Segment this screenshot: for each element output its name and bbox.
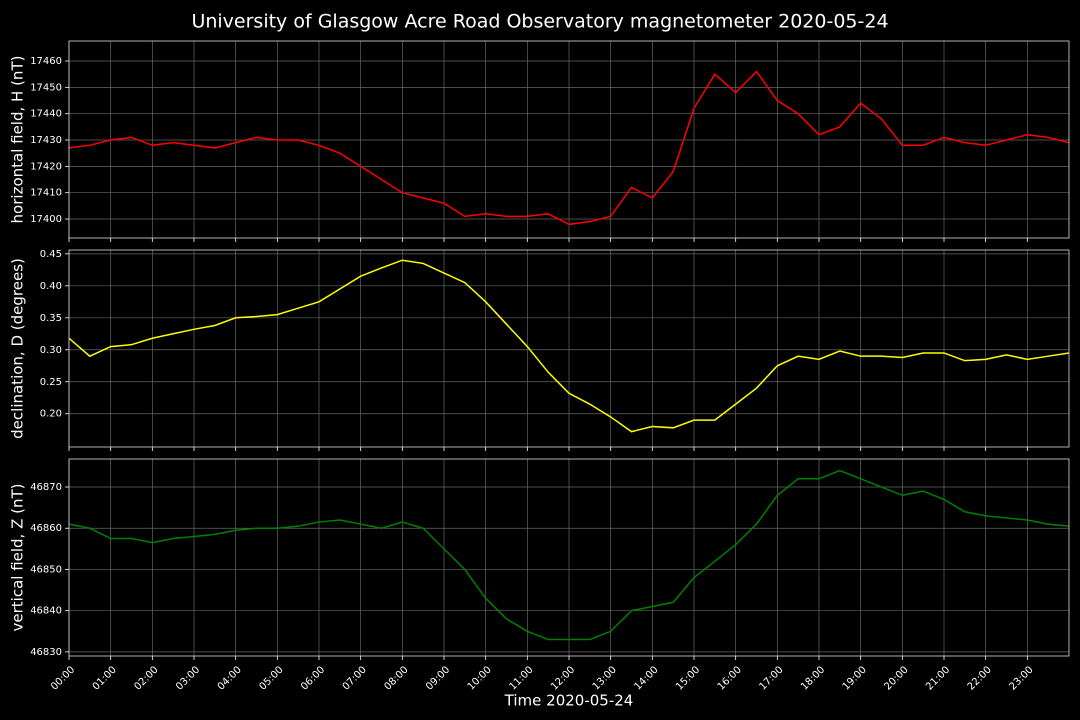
plot-area — [69, 469, 1069, 641]
x-tick-label: 10:00 — [466, 664, 494, 692]
plot-area — [69, 70, 1069, 226]
y-tick-label: 46850 — [30, 564, 62, 575]
x-tick-label: 09:00 — [424, 664, 452, 692]
y-tick-label: 46870 — [30, 482, 62, 493]
y-tick-label: 46840 — [30, 606, 62, 617]
plot-area — [69, 259, 1069, 433]
y-tick-label: 0.45 — [40, 249, 62, 260]
axes-frame — [68, 458, 1070, 657]
x-tick-label: 13:00 — [591, 664, 619, 692]
y-tick-label: 0.20 — [40, 409, 62, 420]
x-tick-label: 01:00 — [91, 664, 119, 692]
x-tick-label: 03:00 — [174, 664, 202, 692]
x-tick-label: 00:00 — [49, 664, 77, 692]
x-tick-label: 06:00 — [299, 664, 327, 692]
y-tick-label: 0.40 — [40, 281, 62, 292]
chart-title: University of Glasgow Acre Road Observat… — [191, 11, 888, 33]
x-axis-label: Time 2020-05-24 — [504, 692, 634, 710]
x-tick-label: 22:00 — [966, 664, 994, 692]
x-tick-label: 12:00 — [549, 664, 577, 692]
data-line — [69, 70, 1069, 226]
x-tick-label: 08:00 — [382, 664, 410, 692]
x-tick-label: 21:00 — [924, 664, 952, 692]
y-tick-label: 17440 — [30, 109, 62, 120]
y-tick-label: 17430 — [30, 135, 62, 146]
x-tick-label: 14:00 — [632, 664, 660, 692]
y-tick-label: 17460 — [30, 56, 62, 67]
y-tick-label: 0.25 — [40, 377, 62, 388]
y-axis-label: horizontal field, H (nT) — [9, 56, 27, 224]
x-tick-label: 23:00 — [1007, 664, 1035, 692]
y-tick-label: 46860 — [30, 523, 62, 534]
data-line — [69, 259, 1069, 433]
x-tick-label: 17:00 — [757, 664, 785, 692]
y-tick-label: 17410 — [30, 188, 62, 199]
y-tick-label: 0.30 — [40, 345, 62, 356]
x-tick-label: 05:00 — [257, 664, 285, 692]
x-tick-label: 11:00 — [507, 664, 535, 692]
axes-frame — [68, 40, 1070, 239]
x-tick-label: 16:00 — [716, 664, 744, 692]
x-tick-label: 15:00 — [674, 664, 702, 692]
x-tick-label: 07:00 — [341, 664, 369, 692]
x-tick-label: 02:00 — [132, 664, 160, 692]
x-tick-label: 04:00 — [216, 664, 244, 692]
y-tick-label: 17420 — [30, 161, 62, 172]
y-axis-label: vertical field, Z (nT) — [9, 483, 27, 631]
x-tick-label: 19:00 — [841, 664, 869, 692]
y-tick-label: 17400 — [30, 214, 62, 225]
y-tick-label: 0.35 — [40, 313, 62, 324]
axes-frame — [68, 249, 1070, 448]
x-tick-label: 18:00 — [799, 664, 827, 692]
y-axis-label: declination, D (degrees) — [9, 258, 27, 439]
x-tick-label: 20:00 — [882, 664, 910, 692]
data-line — [69, 469, 1069, 641]
y-tick-label: 17450 — [30, 82, 62, 93]
y-tick-label: 46830 — [30, 647, 62, 658]
